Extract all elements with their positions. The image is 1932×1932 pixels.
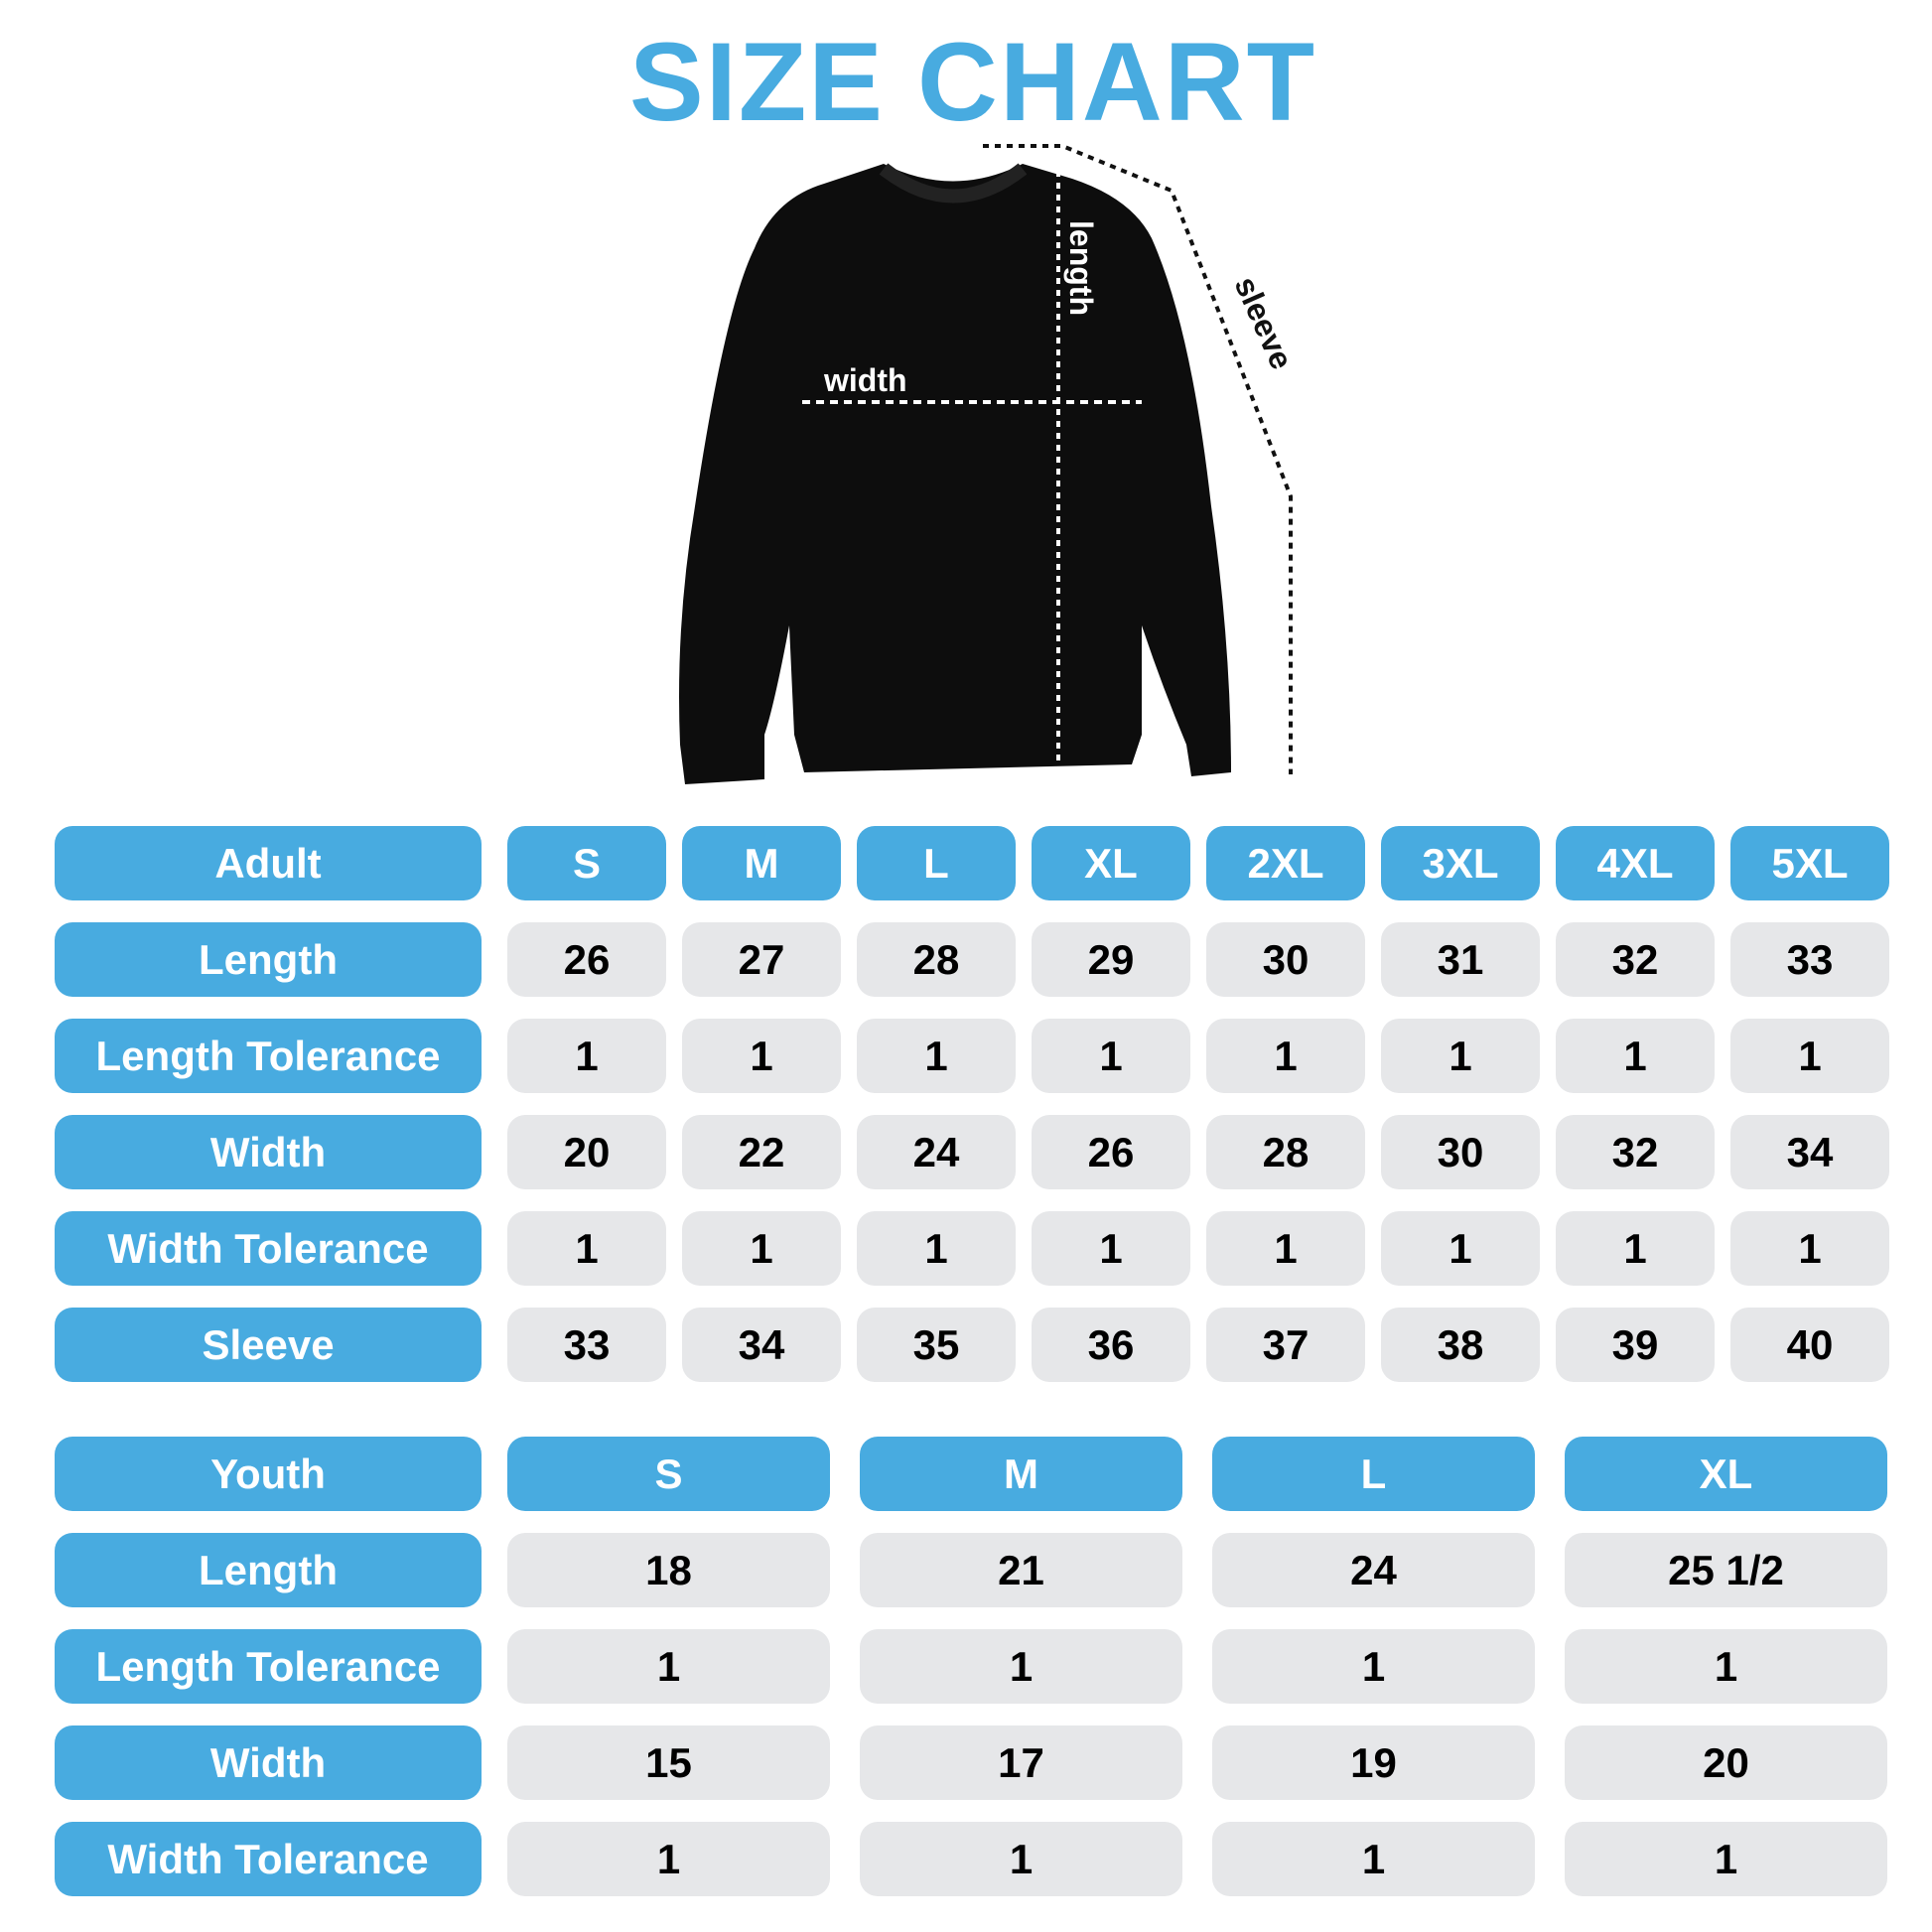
table-cell: 1 [1206,1211,1365,1286]
size-header-l: L [1212,1437,1535,1511]
table-cell: 40 [1730,1308,1889,1382]
table-cell: 1 [1206,1019,1365,1093]
size-header-l: L [857,826,1016,900]
table-cell: 1 [1730,1211,1889,1286]
size-header-s: S [507,826,666,900]
table-cell: 37 [1206,1308,1365,1382]
sweater-diagram: length width sleeve [679,144,1301,784]
table-cell: 38 [1381,1308,1540,1382]
row-label: Length Tolerance [55,1629,482,1704]
table-cell: 18 [507,1533,830,1607]
table-cell: 1 [1565,1822,1887,1896]
table-cell: 1 [860,1822,1182,1896]
table-cell: 22 [682,1115,841,1189]
sweater-image [679,164,1231,784]
table-cell: 30 [1206,922,1365,997]
size-header-3xl: 3XL [1381,826,1540,900]
table-cell: 1 [1556,1211,1715,1286]
table-cell: 25 1/2 [1565,1533,1887,1607]
table-cell: 29 [1032,922,1190,997]
table-cell: 1 [682,1019,841,1093]
table-cell: 1 [1565,1629,1887,1704]
table-cell: 24 [857,1115,1016,1189]
table-cell: 24 [1212,1533,1535,1607]
youth-header-label: Youth [55,1437,482,1511]
size-header-4xl: 4XL [1556,826,1715,900]
table-cell: 32 [1556,922,1715,997]
table-cell: 1 [1032,1211,1190,1286]
sleeve-label: sleeve [1228,271,1301,374]
table-cell: 34 [682,1308,841,1382]
table-cell: 1 [507,1629,830,1704]
table-cell: 1 [857,1211,1016,1286]
table-cell: 1 [1212,1629,1535,1704]
size-header-xl: XL [1032,826,1190,900]
table-cell: 21 [860,1533,1182,1607]
table-cell: 1 [507,1822,830,1896]
row-label: Width Tolerance [55,1822,482,1896]
table-cell: 36 [1032,1308,1190,1382]
table-cell: 26 [1032,1115,1190,1189]
width-label: width [823,362,907,398]
table-cell: 1 [1381,1211,1540,1286]
size-header-2xl: 2XL [1206,826,1365,900]
table-cell: 17 [860,1725,1182,1800]
size-header-m: M [682,826,841,900]
table-cell: 19 [1212,1725,1535,1800]
table-cell: 15 [507,1725,830,1800]
length-label: length [1063,220,1099,316]
table-cell: 33 [507,1308,666,1382]
table-cell: 32 [1556,1115,1715,1189]
size-header-s: S [507,1437,830,1511]
table-cell: 26 [507,922,666,997]
table-cell: 1 [1730,1019,1889,1093]
table-cell: 30 [1381,1115,1540,1189]
table-cell: 1 [860,1629,1182,1704]
table-cell: 20 [1565,1725,1887,1800]
size-header-m: M [860,1437,1182,1511]
table-cell: 1 [1212,1822,1535,1896]
table-cell: 35 [857,1308,1016,1382]
table-cell: 31 [1381,922,1540,997]
table-cell: 1 [507,1211,666,1286]
table-cell: 34 [1730,1115,1889,1189]
table-cell: 39 [1556,1308,1715,1382]
table-cell: 20 [507,1115,666,1189]
row-label: Length [55,922,482,997]
page-title: SIZE CHART [629,20,1316,144]
table-cell: 28 [857,922,1016,997]
table-cell: 1 [682,1211,841,1286]
table-cell: 1 [1381,1019,1540,1093]
table-cell: 1 [1032,1019,1190,1093]
row-label: Width [55,1725,482,1800]
row-label: Width [55,1115,482,1189]
table-cell: 27 [682,922,841,997]
table-cell: 33 [1730,922,1889,997]
table-cell: 1 [507,1019,666,1093]
row-label: Length Tolerance [55,1019,482,1093]
row-label: Width Tolerance [55,1211,482,1286]
row-label: Length [55,1533,482,1607]
table-cell: 1 [857,1019,1016,1093]
table-cell: 28 [1206,1115,1365,1189]
row-label: Sleeve [55,1308,482,1382]
adult-header-label: Adult [55,826,482,900]
size-header-xl: XL [1565,1437,1887,1511]
size-header-5xl: 5XL [1730,826,1889,900]
table-cell: 1 [1556,1019,1715,1093]
